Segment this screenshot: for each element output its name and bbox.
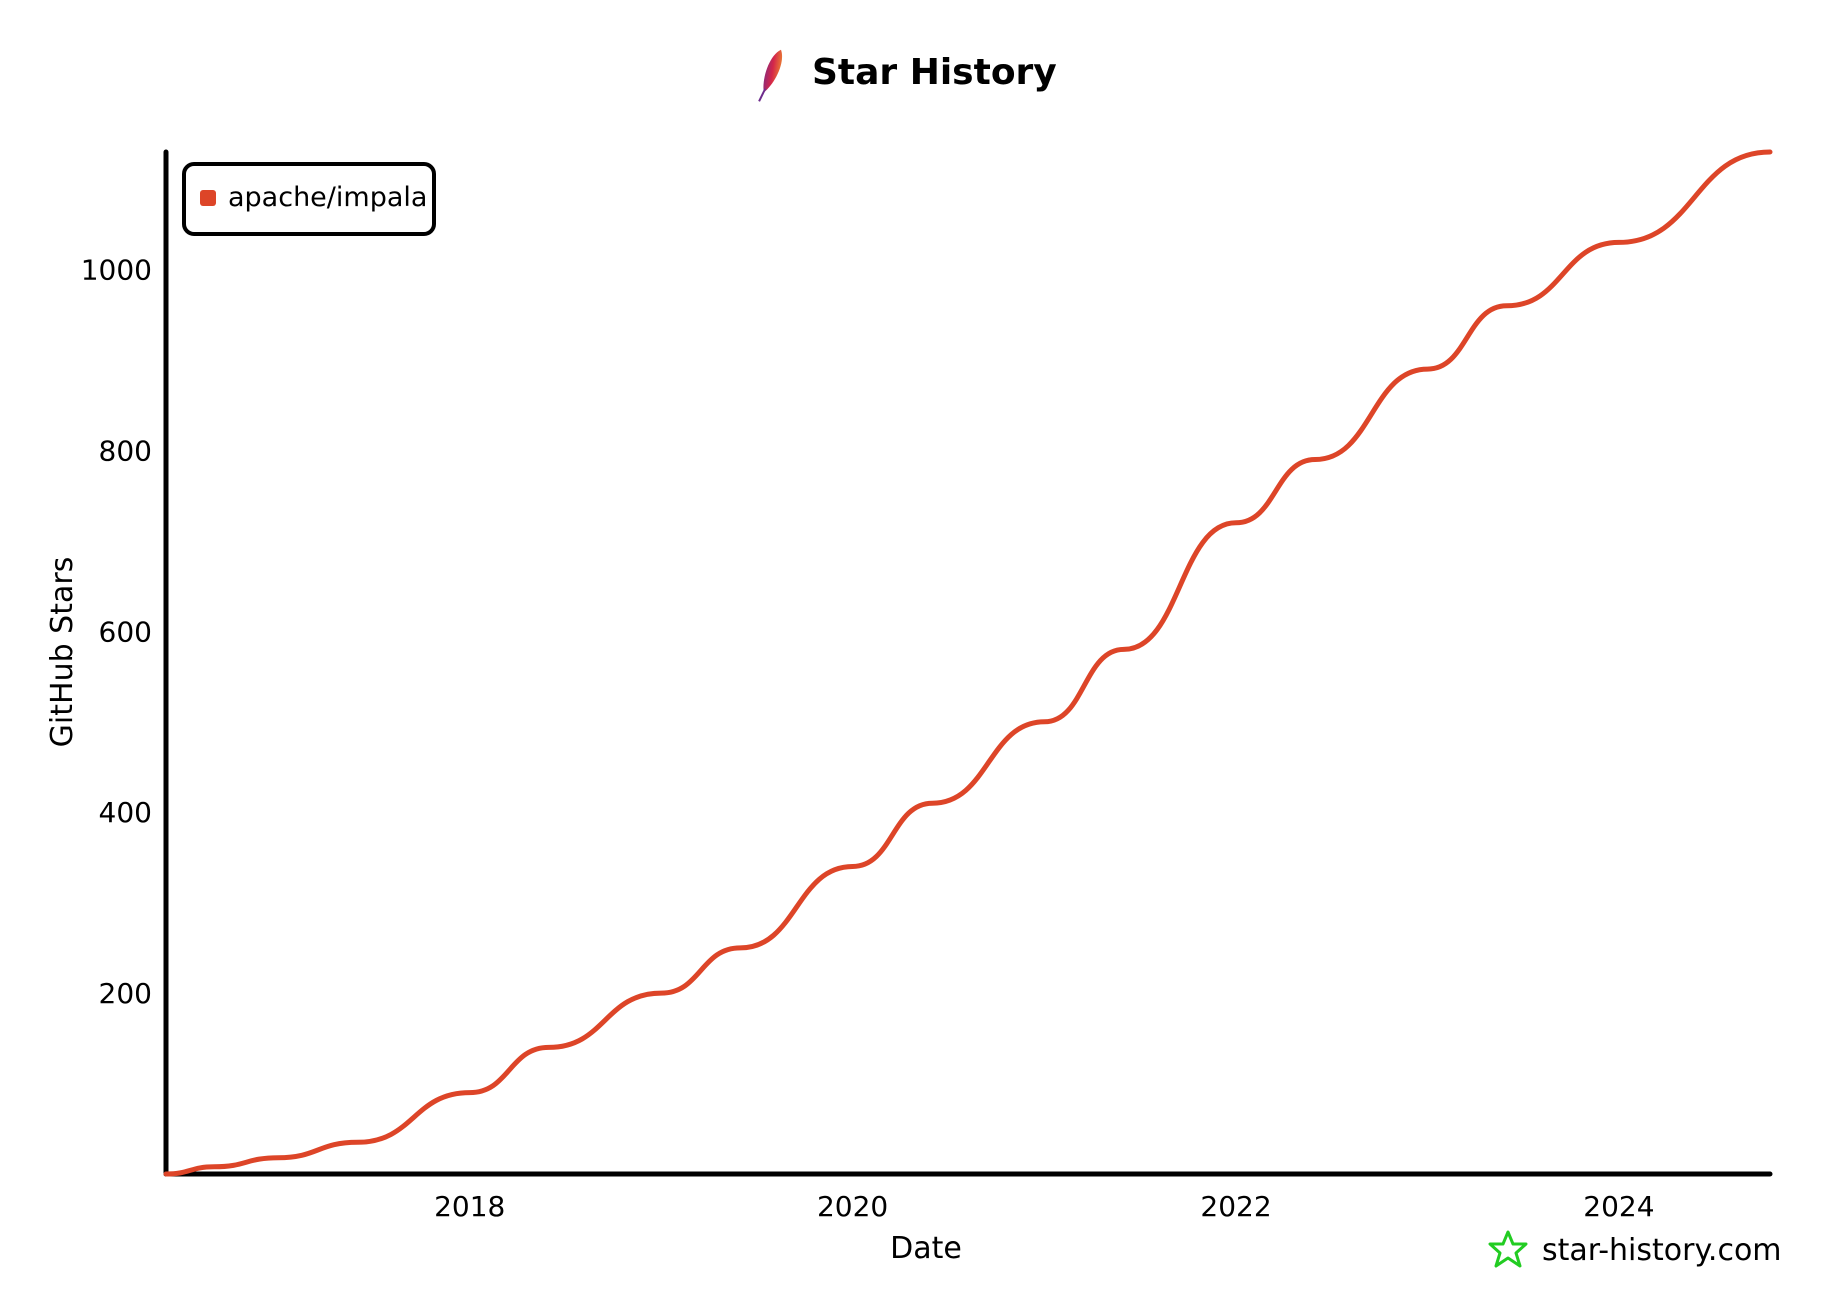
y-tick-label: 400 bbox=[99, 796, 152, 829]
chart-title-group: Star History bbox=[758, 49, 1057, 102]
chart-title: Star History bbox=[812, 52, 1057, 93]
star-icon bbox=[1488, 1230, 1528, 1268]
series-layer bbox=[163, 149, 1773, 1177]
x-axis-label: Date bbox=[890, 1231, 962, 1266]
legend: apache/impala bbox=[182, 162, 436, 236]
x-tick-label: 2022 bbox=[1200, 1190, 1271, 1223]
watermark[interactable]: star-history.com bbox=[1488, 1230, 1782, 1268]
y-ticks: 200 400 600 800 1000 bbox=[81, 254, 152, 1011]
watermark-text: star-history.com bbox=[1542, 1233, 1782, 1268]
legend-swatch bbox=[200, 190, 216, 206]
y-tick-label: 600 bbox=[99, 615, 152, 648]
apache-feather-icon bbox=[758, 49, 783, 102]
x-tick-label: 2020 bbox=[817, 1190, 888, 1223]
x-tick-label: 2018 bbox=[434, 1190, 505, 1223]
y-tick-label: 200 bbox=[99, 977, 152, 1010]
legend-label: apache/impala bbox=[228, 182, 427, 213]
y-axis-label: GitHub Stars bbox=[45, 557, 80, 748]
legend-box bbox=[182, 162, 436, 236]
series-line bbox=[163, 149, 1773, 1177]
x-ticks: 2018 2020 2022 2024 bbox=[434, 1190, 1655, 1223]
x-tick-label: 2024 bbox=[1583, 1190, 1654, 1223]
y-tick-label: 1000 bbox=[81, 254, 152, 287]
y-tick-label: 800 bbox=[99, 434, 152, 467]
